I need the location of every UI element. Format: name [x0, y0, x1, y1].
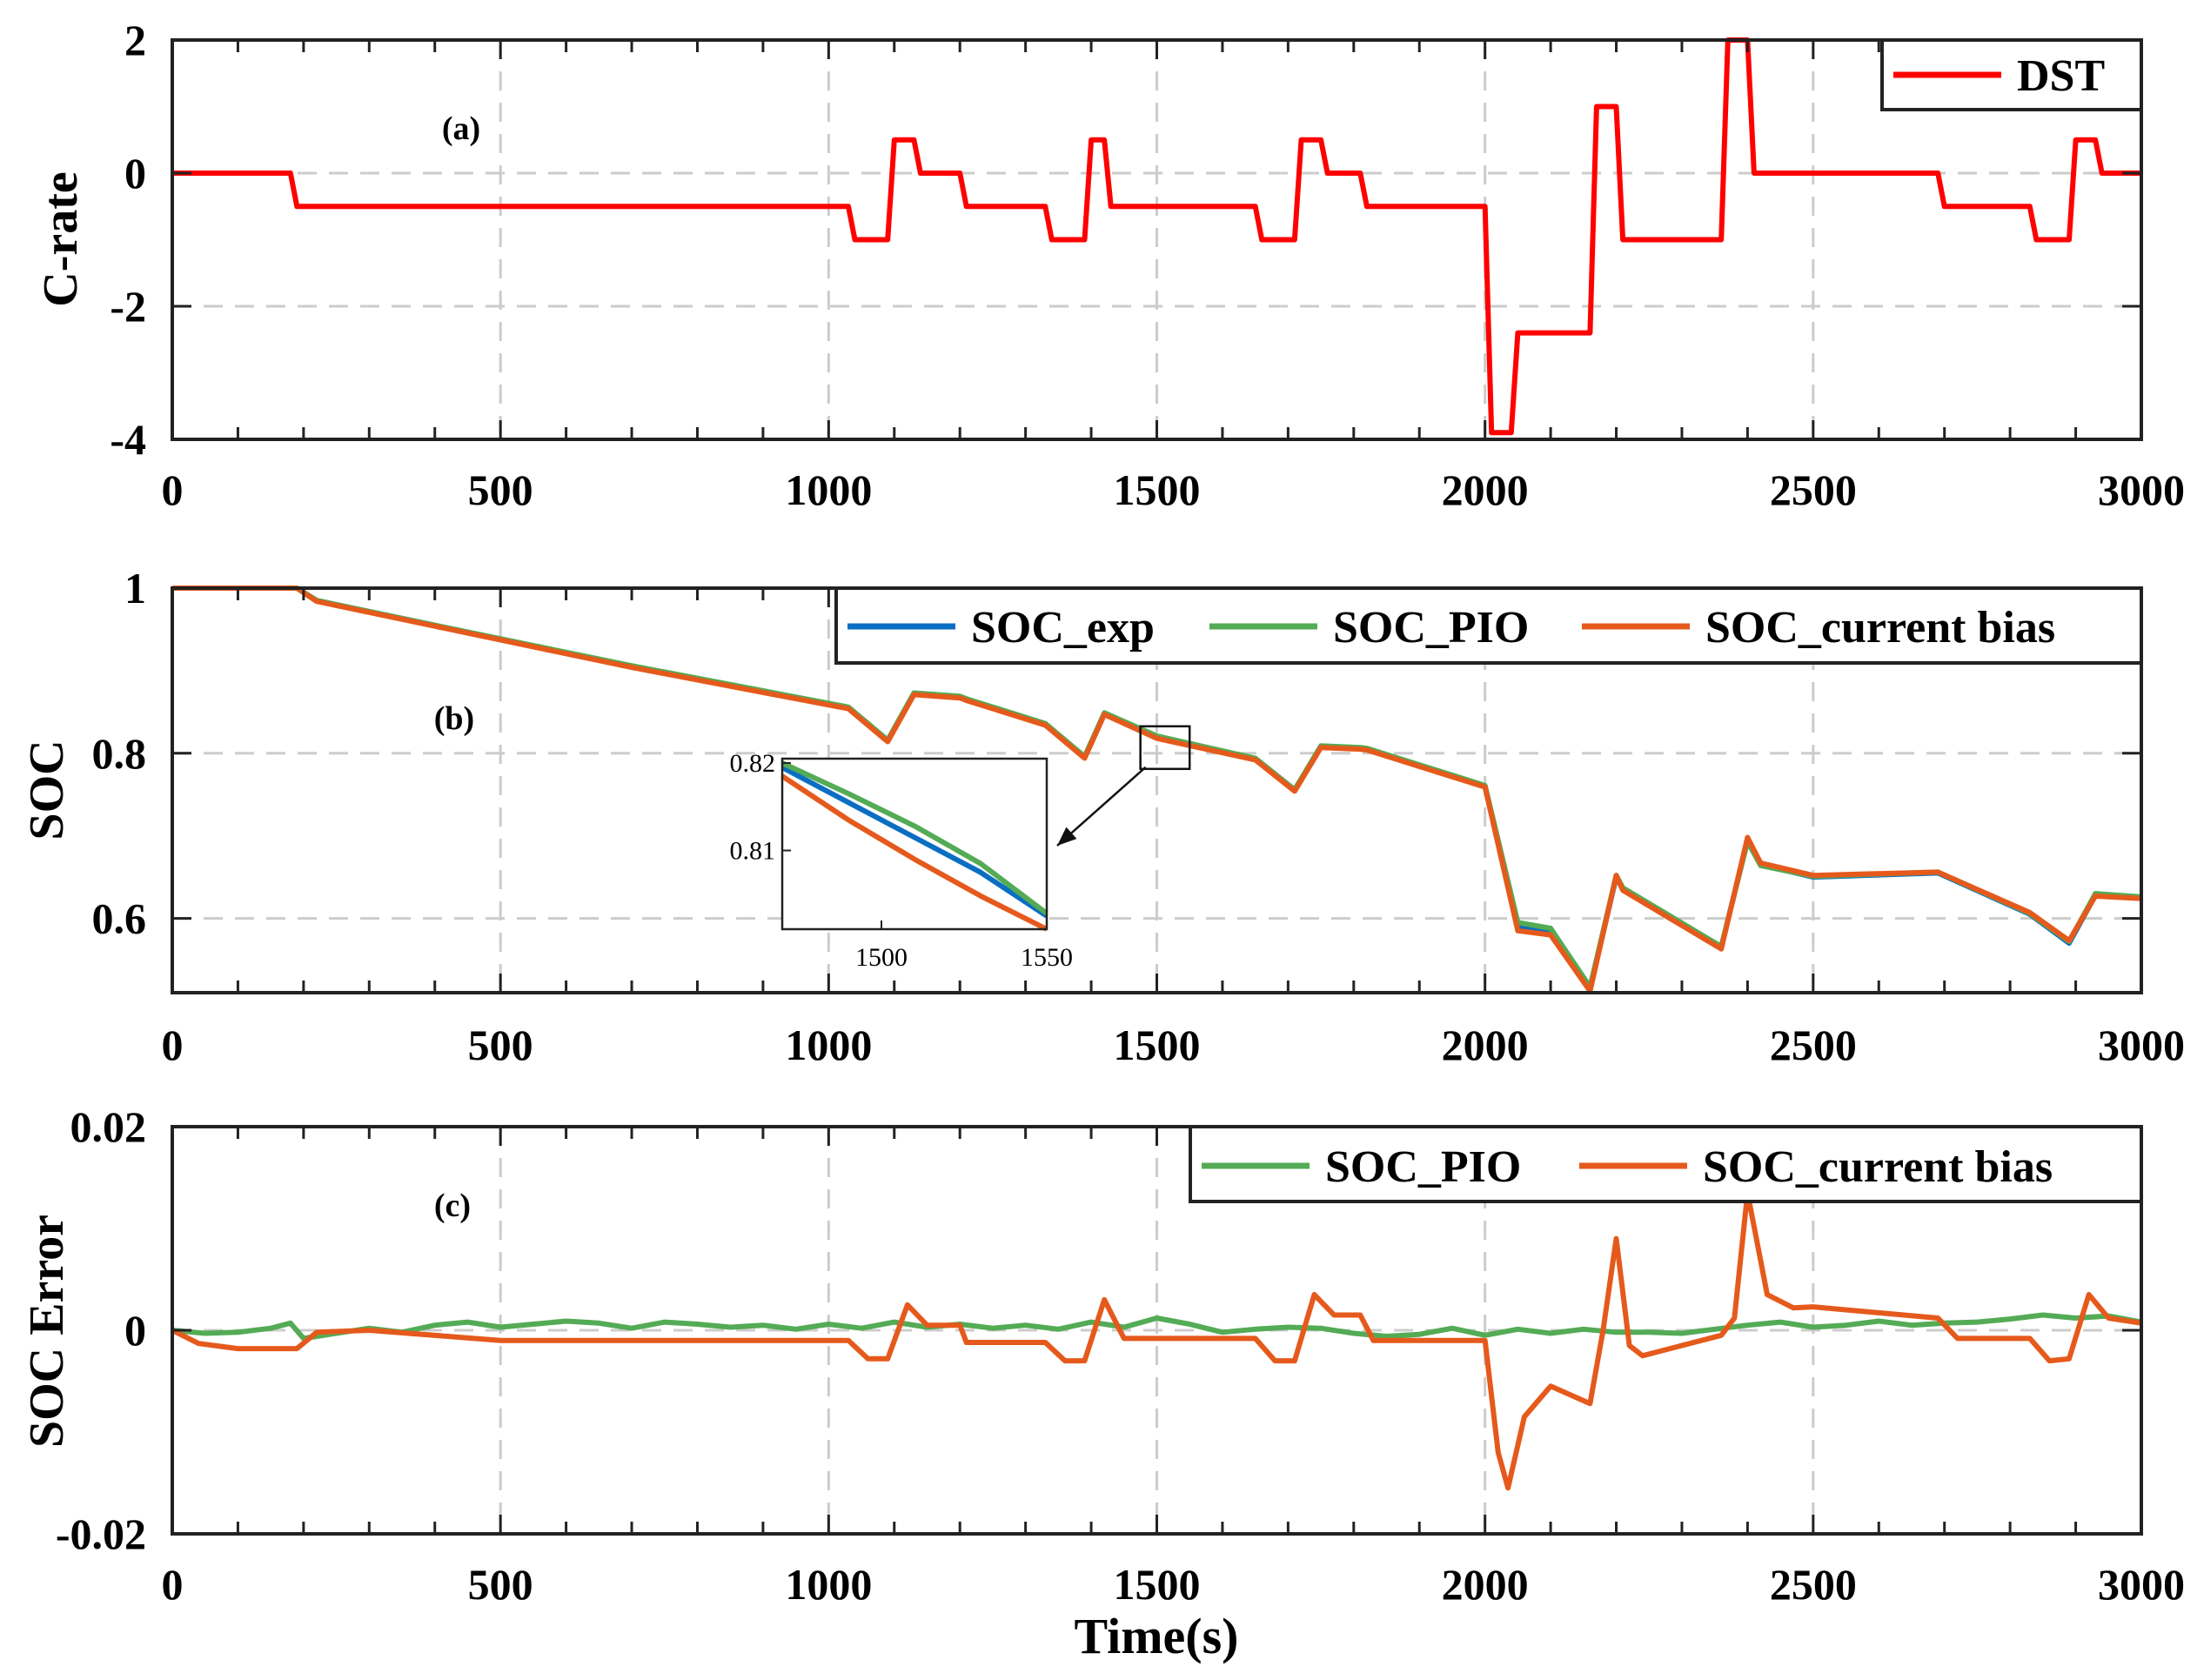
panel-a-y-axis-label: C-rate: [34, 171, 88, 306]
panel-a-series-dst: [172, 37, 2141, 436]
panel-c-x-tick-label-2000: 2000: [1442, 1560, 1529, 1609]
panel-c-y-tick-label-0-02: 0.02: [70, 1102, 147, 1151]
inset-x-tick-label-1550: 1550: [1021, 943, 1073, 972]
inset-y-tick-label-0-82: 0.82: [730, 749, 776, 778]
panel-b-x-tick-label-500: 500: [468, 1021, 533, 1069]
legend-label-soc-current-bias: SOC_current bias: [1703, 1142, 2053, 1192]
inset-series-soc-current-bias: [780, 773, 1048, 932]
panel-a-chart: 0 500 1000 1500 2000 2500 3000 -4 -2 0 2 C-rate (…: [34, 16, 2185, 514]
panel-c-y-axis-label: SOC Error: [20, 1215, 74, 1448]
inset-series-soc-exp: [780, 765, 1048, 919]
panel-b-series-soc-current-bias: [172, 586, 2141, 994]
panel-a-label: (a): [442, 110, 480, 147]
panel-a-x-tick-label-1000: 1000: [785, 465, 872, 514]
inset-x-tick-label-1500: 1500: [855, 943, 908, 972]
zoom-arrow-line: [1056, 766, 1147, 847]
panel-b-x-tick-label-3000: 3000: [2098, 1021, 2185, 1069]
inset-background: [782, 759, 1047, 929]
inset-tick-marks: [782, 762, 1048, 929]
inset-series-soc-pio: [780, 760, 1048, 916]
panel-b-legend-box: [834, 586, 2143, 665]
panel-b-x-tick-label-1000: 1000: [785, 1021, 872, 1069]
inset-series: [780, 760, 1048, 932]
panel-a-grid: [172, 40, 2141, 439]
panel-b-y-tick-label-1: 1: [124, 564, 146, 612]
panel-c-x-axis-label: Time(s): [1074, 1608, 1238, 1664]
panel-b-zoom-indicator: [1056, 725, 1191, 847]
inset-frame: [780, 757, 1048, 931]
panel-c-legend: SOC_PIO SOC_current bias: [1189, 1125, 2143, 1203]
panel-b-legend: SOC_exp SOC_PIO SOC_current bias: [834, 586, 2143, 665]
inset-y-tick-labels: 0.81 0.82: [730, 749, 776, 866]
panel-c-x-tick-label-1000: 1000: [785, 1560, 872, 1609]
panel-c-x-tick-label-3000: 3000: [2098, 1560, 2185, 1609]
legend-label-soc-exp: SOC_exp: [971, 603, 1155, 653]
panel-b-y-tick-label-0-8: 0.8: [92, 729, 147, 778]
panel-c-x-tick-label-2500: 2500: [1770, 1560, 1857, 1609]
panel-a-x-tick-labels: 0 500 1000 1500 2000 2500 3000: [162, 465, 2186, 514]
panel-a-legend: DST: [1880, 38, 2143, 111]
panel-a-x-tick-label-1500: 1500: [1114, 465, 1201, 514]
panel-c-y-tick-labels: -0.02 0 0.02: [56, 1102, 146, 1558]
panel-c-series-soc-pio: [172, 1312, 2141, 1342]
inset-x-tick-labels: 1500 1550: [855, 943, 1073, 972]
panel-a-y-tick-label-2: 2: [124, 16, 146, 64]
panel-a-x-tick-label-2000: 2000: [1442, 465, 1529, 514]
panel-c-chart: 0 500 1000 1500 2000 2500 3000 -0.02 0 0.02 SOC …: [20, 1102, 2185, 1664]
panel-a-x-tick-label-500: 500: [468, 465, 533, 514]
panel-a-x-tick-label-2500: 2500: [1770, 465, 1857, 514]
panel-b-x-tick-label-1500: 1500: [1114, 1021, 1201, 1069]
panel-c-x-tick-label-0: 0: [162, 1560, 184, 1609]
panel-c-y-tick-label-0: 0: [124, 1306, 146, 1355]
legend-label-dst: DST: [2017, 51, 2105, 101]
inset-y-tick-label-0-81: 0.81: [730, 837, 776, 866]
panel-c-series-soc-current-bias: [172, 1190, 2141, 1491]
panel-a-y-tick-label-0: 0: [124, 149, 146, 197]
panel-a-series: [172, 37, 2141, 436]
panel-c-y-tick-label-0-02: -0.02: [56, 1509, 146, 1558]
legend-label-soc-current-bias: SOC_current bias: [1705, 603, 2055, 653]
panel-c-x-tick-labels: 0 500 1000 1500 2000 2500 3000: [162, 1560, 2186, 1609]
panel-c-series: [172, 1190, 2141, 1491]
panel-c-x-tick-label-500: 500: [468, 1560, 533, 1609]
zoom-arrow-head: [1057, 827, 1077, 846]
panel-b-series: [172, 586, 2141, 994]
panel-a-y-tick-label-4: -4: [110, 415, 146, 464]
panel-b-x-tick-label-2000: 2000: [1442, 1021, 1529, 1069]
panel-a-tick-marks: [171, 38, 2143, 441]
panel-b-x-tick-labels: 0 500 1000 1500 2000 2500 3000: [162, 1021, 2186, 1069]
panel-a-x-tick-label-3000: 3000: [2098, 465, 2185, 514]
panel-b-chart: 0 500 1000 1500 2000 2500 3000 0.60.81 SOC (b)…: [20, 564, 2185, 1069]
panel-a-x-tick-label-0: 0: [162, 465, 184, 514]
zoom-box: [1139, 725, 1191, 771]
panel-b-label: (b): [434, 700, 474, 737]
panel-b-y-tick-labels: 0.6 0.8 1: [92, 564, 147, 943]
panel-b-x-tick-label-0: 0: [162, 1021, 184, 1069]
legend-label-soc-pio: SOC_PIO: [1325, 1142, 1521, 1192]
legend-label-soc-pio: SOC_PIO: [1333, 603, 1529, 653]
panel-b-inset: 1500 1550 0.81 0.82: [730, 749, 1074, 972]
panel-c-x-tick-label-1500: 1500: [1114, 1560, 1201, 1609]
panel-a-y-tick-labels: -4 -2 0 2: [110, 16, 146, 464]
panel-b-y-tick-label-0-6: 0.6: [92, 894, 147, 943]
panel-c-label: (c): [434, 1188, 471, 1224]
panel-b-x-tick-label-2500: 2500: [1770, 1021, 1857, 1069]
panel-b-y-axis-label: SOC: [20, 740, 74, 840]
panel-a-y-tick-label-2: -2: [110, 282, 146, 331]
